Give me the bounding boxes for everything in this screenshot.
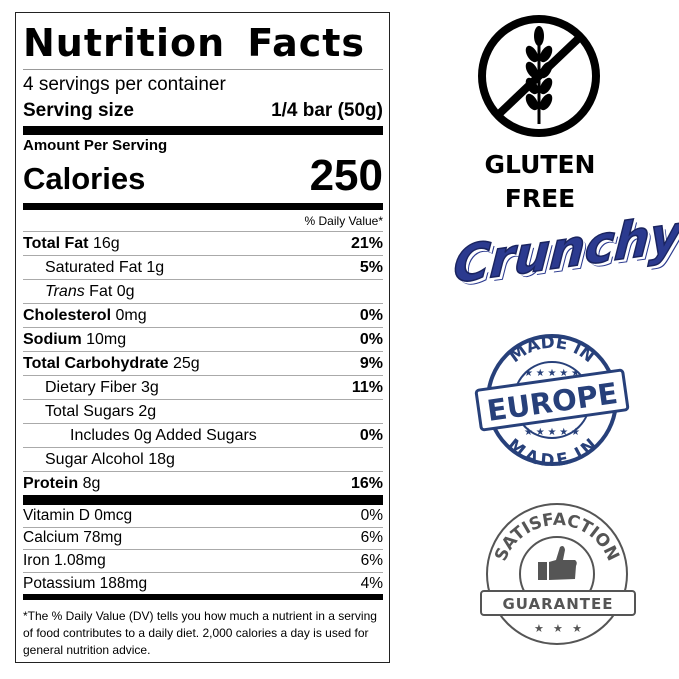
- nutrient-label: Cholesterol 0mg: [23, 307, 147, 325]
- serving-size-row: Serving size 1/4 bar (50g): [23, 97, 383, 126]
- nutrient-row: Sodium 10mg 0%: [23, 328, 383, 352]
- nutrient-row: Total Sugars 2g: [23, 400, 383, 424]
- nutrition-facts-label: Nutrition Facts 4 servings per container…: [15, 12, 390, 663]
- nutrient-name: Saturated Fat: [45, 258, 142, 276]
- stars-icon: ★ ★ ★ ★ ★: [524, 368, 580, 379]
- nutrient-daily-value: 16%: [350, 475, 383, 492]
- stamp-bottom-text: MADE IN: [503, 435, 601, 471]
- made-in-europe-stamp: MADE IN MADE IN EUROPE ★ ★ ★ ★ ★ ★ ★ ★ ★…: [472, 330, 632, 471]
- nutrient-row: Protein 8g 16%: [23, 472, 383, 496]
- nutrient-row: Dietary Fiber 3g 11%: [23, 376, 383, 400]
- vitamin-row: Potassium 188mg 4%: [23, 573, 383, 596]
- nutrient-label: Protein 8g: [23, 475, 100, 493]
- nutrient-amount: 0mg: [115, 306, 147, 324]
- nutrient-label: Total Carbohydrate 25g: [23, 355, 200, 373]
- calories-label: Calories: [23, 161, 146, 196]
- nutrient-amount: 10mg: [86, 330, 127, 348]
- crunchy-logo: Crunchy: [451, 203, 679, 296]
- vitamin-name: Potassium 188mg: [23, 574, 148, 592]
- nutrient-daily-value: 5%: [359, 258, 383, 276]
- vitamin-daily-value: 6%: [360, 551, 383, 569]
- nutrient-name: Protein: [23, 475, 79, 492]
- divider: [23, 69, 383, 70]
- stamp-graphic: MADE IN MADE IN EUROPE ★ ★ ★ ★ ★ ★ ★ ★ ★…: [474, 333, 630, 471]
- nutrient-row: Cholesterol 0mg 0%: [23, 304, 383, 328]
- calories-row: Calories 250: [23, 153, 383, 198]
- amount-per-serving: Amount Per Serving: [23, 137, 168, 154]
- thumbs-up-icon: [538, 546, 577, 580]
- nutrient-label: Saturated Fat 1g: [23, 259, 164, 277]
- vitamin-daily-value: 4%: [360, 574, 383, 592]
- divider-medium: [23, 594, 383, 600]
- nutrient-row: Total Fat 16g 21%: [23, 232, 383, 256]
- vitamin-name: Calcium 78mg: [23, 529, 123, 547]
- nutrient-row: Total Carbohydrate 25g 9%: [23, 352, 383, 376]
- nutrient-daily-value: 11%: [351, 378, 383, 396]
- nutrient-label: Dietary Fiber 3g: [23, 379, 159, 397]
- nutrient-daily-value: 0%: [359, 306, 383, 324]
- nutrient-amount: 3g: [141, 378, 159, 396]
- gluten-text: GLUTEN: [484, 150, 596, 179]
- nutrient-amount: 0g: [116, 282, 135, 300]
- nutrient-label: Sodium 10mg: [23, 331, 126, 349]
- nutrient-amount: 1g: [146, 258, 165, 276]
- gluten-free-badge: [474, 14, 604, 144]
- divider-thick: [23, 203, 383, 210]
- nutrient-name: Total Carbohydrate: [23, 354, 169, 372]
- calories-value: 250: [309, 151, 383, 200]
- nutrient-daily-value: 21%: [350, 234, 383, 252]
- nutrient-name: Includes 0g Added Sugars: [70, 426, 257, 444]
- divider-thick: [23, 126, 383, 135]
- nutrient-row: Trans Fat 0g: [23, 280, 383, 304]
- nutrient-amount: 8g: [82, 475, 101, 492]
- nutrient-amount: 25g: [172, 354, 200, 372]
- nutrient-name: Dietary Fiber: [45, 378, 137, 396]
- nutrient-daily-value: 9%: [359, 354, 383, 372]
- nutrient-name: Total Fat: [23, 234, 89, 252]
- vitamin-row: Iron 1.08mg 6%: [23, 550, 383, 573]
- nutrient-name: Trans Fat 0g: [23, 283, 135, 301]
- nutrient-amount: 18g: [148, 450, 175, 468]
- nutrient-daily-value: 0%: [359, 330, 383, 348]
- label-title: Nutrition Facts: [23, 21, 366, 65]
- divider-thick: [23, 495, 383, 505]
- stars-icon: ★ ★ ★: [534, 623, 582, 635]
- nutrient-name: Total Sugars: [45, 402, 134, 420]
- nutrient-name: Sugar Alcohol: [45, 450, 144, 468]
- nutrient-amount: 16g: [92, 234, 120, 252]
- nutrient-row: Saturated Fat 1g 5%: [23, 256, 383, 280]
- svg-text:MADE IN: MADE IN: [503, 435, 601, 470]
- satisfaction-graphic: SATISFACTION GUARANTEE ★ ★ ★: [480, 503, 636, 645]
- vitamin-daily-value: 0%: [360, 506, 383, 524]
- nutrient-label: Sugar Alcohol 18g: [23, 451, 175, 469]
- nutrient-amount: 2g: [138, 402, 157, 420]
- fat-label: Fat: [89, 282, 113, 300]
- nutrient-label: Total Sugars 2g: [23, 403, 156, 421]
- vitamin-row: Calcium 78mg 6%: [23, 528, 383, 550]
- daily-value-header: % Daily Value*: [23, 210, 383, 232]
- vitamin-name: Vitamin D 0mcg: [23, 506, 133, 524]
- footnote: *The % Daily Value (DV) tells you how mu…: [23, 609, 377, 657]
- nutrient-name: Sodium: [23, 330, 82, 348]
- vitamin-daily-value: 6%: [360, 529, 383, 547]
- nutrient-label: Total Fat 16g: [23, 235, 120, 253]
- vitamin-name: Iron 1.08mg: [23, 551, 106, 569]
- servings-per-container: 4 servings per container: [23, 74, 226, 95]
- free-text: FREE: [504, 184, 576, 213]
- guarantee-text: GUARANTEE: [502, 595, 613, 613]
- trans-label: Trans: [45, 282, 85, 300]
- nutrient-row: Includes 0g Added Sugars 0%: [23, 424, 383, 448]
- vitamin-row: Vitamin D 0mcg 0%: [23, 505, 383, 528]
- serving-size-label: Serving size: [23, 100, 134, 121]
- gluten-free-text: GLUTEN FREE: [460, 148, 620, 216]
- nutrient-daily-value: 0%: [359, 426, 383, 444]
- serving-size-value: 1/4 bar (50g): [271, 100, 383, 121]
- nutrient-label: Includes 0g Added Sugars: [23, 427, 257, 445]
- no-wheat-icon: [478, 15, 600, 137]
- satisfaction-guarantee-badge: SATISFACTION GUARANTEE ★ ★ ★: [478, 500, 640, 648]
- nutrient-name: Cholesterol: [23, 306, 112, 324]
- stars-icon: ★ ★ ★ ★ ★: [524, 427, 580, 438]
- nutrient-row: Sugar Alcohol 18g: [23, 448, 383, 472]
